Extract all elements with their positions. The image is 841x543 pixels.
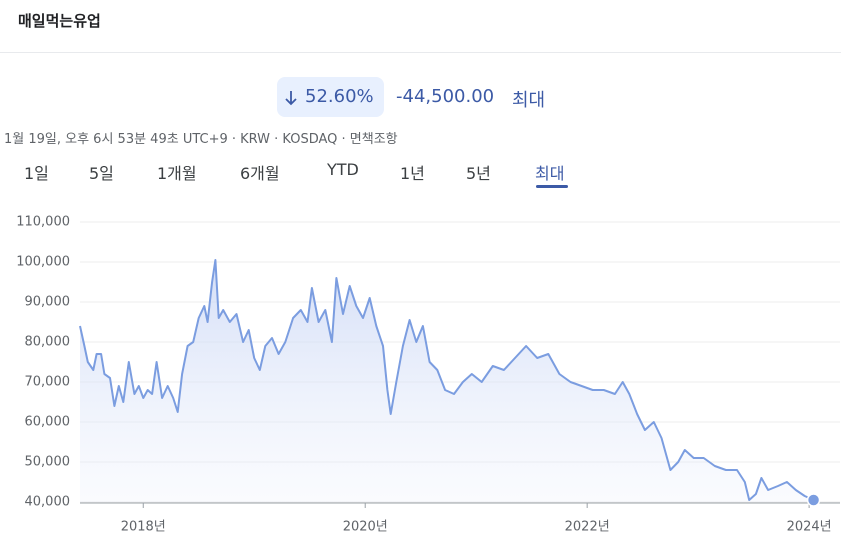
y-tick-label: 60,000 [25,415,71,430]
quote-meta: 1월 19일, 오후 6시 53분 49초 UTC+9 · KRW · KOSD… [4,132,398,147]
range-tab[interactable]: 6개월 [240,164,280,183]
y-tick-label: 100,000 [16,255,70,270]
range-tab[interactable]: YTD [327,160,359,179]
range-tab[interactable]: 5일 [89,164,114,183]
down-arrow-icon [285,91,297,106]
y-tick-label: 80,000 [25,335,71,350]
range-tab[interactable]: 1개월 [157,164,197,183]
change-badge [277,77,384,117]
divider [0,52,841,53]
y-tick-label: 90,000 [25,295,71,310]
range-tab[interactable]: 1년 [400,164,425,183]
y-tick-label: 40,000 [25,495,71,510]
x-tick-label: 2024년 [787,520,832,535]
price-line [79,259,815,501]
range-tab-selected[interactable]: 최대 [535,164,565,183]
change-value: -44,500.00 [396,86,495,107]
end-point [806,493,821,507]
x-tick-label: 2020년 [343,520,388,535]
app-title: 매일먹는유업 [18,12,101,30]
x-tick-label: 2018년 [121,520,166,535]
period-label: 최대 [512,90,546,111]
y-tick-label: 70,000 [25,375,71,390]
range-tab[interactable]: 5년 [466,164,491,183]
change-percent: 52.60% [305,86,374,107]
range-tab[interactable]: 1일 [24,164,49,183]
y-tick-label: 110,000 [16,215,70,230]
x-tick-label: 2022년 [565,520,610,535]
tab-indicator [536,185,568,188]
y-tick-label: 50,000 [25,455,71,470]
area-fill [80,260,814,502]
